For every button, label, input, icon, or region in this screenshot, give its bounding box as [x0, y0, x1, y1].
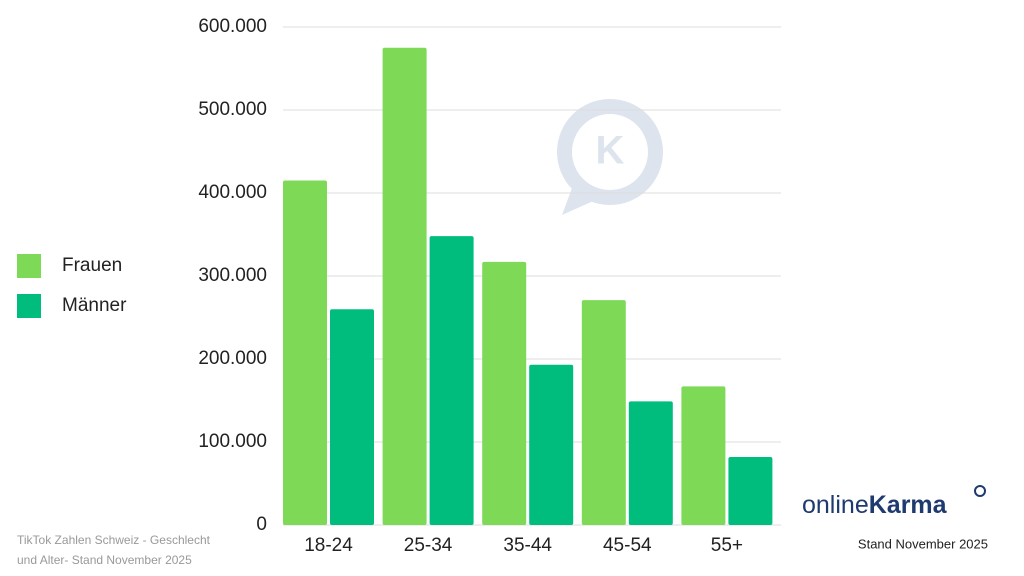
bar — [382, 47, 427, 525]
bar — [581, 300, 626, 525]
legend-swatch — [17, 294, 41, 318]
y-tick-label: 400.000 — [198, 182, 267, 203]
watermark: K — [557, 99, 663, 215]
footnote: und Alter- Stand November 2025 — [17, 553, 192, 567]
bar — [482, 261, 527, 525]
bar — [330, 309, 374, 525]
y-tick-label: 300.000 — [198, 265, 267, 286]
bar — [283, 180, 327, 526]
logo-prefix: online — [802, 491, 869, 519]
bar — [681, 386, 726, 525]
logo: onlineKarma — [802, 491, 948, 519]
legend-label: Frauen — [62, 255, 122, 276]
bar — [529, 364, 574, 525]
legend-label: Männer — [62, 295, 127, 316]
y-tick-label: 0 — [256, 514, 267, 535]
footnote: TikTok Zahlen Schweiz - Geschlecht — [17, 533, 211, 547]
svg-text:K: K — [596, 129, 625, 173]
y-tick-label: 100.000 — [198, 431, 267, 452]
bar — [628, 401, 673, 525]
y-tick-label: 500.000 — [198, 99, 267, 120]
x-tick-label: 18-24 — [304, 535, 353, 556]
stand-label: Stand November 2025 — [858, 536, 988, 551]
logo-icon — [974, 485, 986, 497]
legend-swatch — [17, 254, 41, 278]
x-tick-label: 35-44 — [503, 535, 552, 556]
y-tick-label: 200.000 — [198, 348, 267, 369]
logo-brand: Karma — [869, 491, 948, 519]
bar — [728, 456, 773, 525]
x-tick-label: 25-34 — [404, 535, 453, 556]
bar — [429, 236, 474, 525]
y-tick-label: 600.000 — [198, 16, 267, 37]
x-tick-label: 45-54 — [603, 535, 652, 556]
x-tick-label: 55+ — [711, 535, 743, 556]
